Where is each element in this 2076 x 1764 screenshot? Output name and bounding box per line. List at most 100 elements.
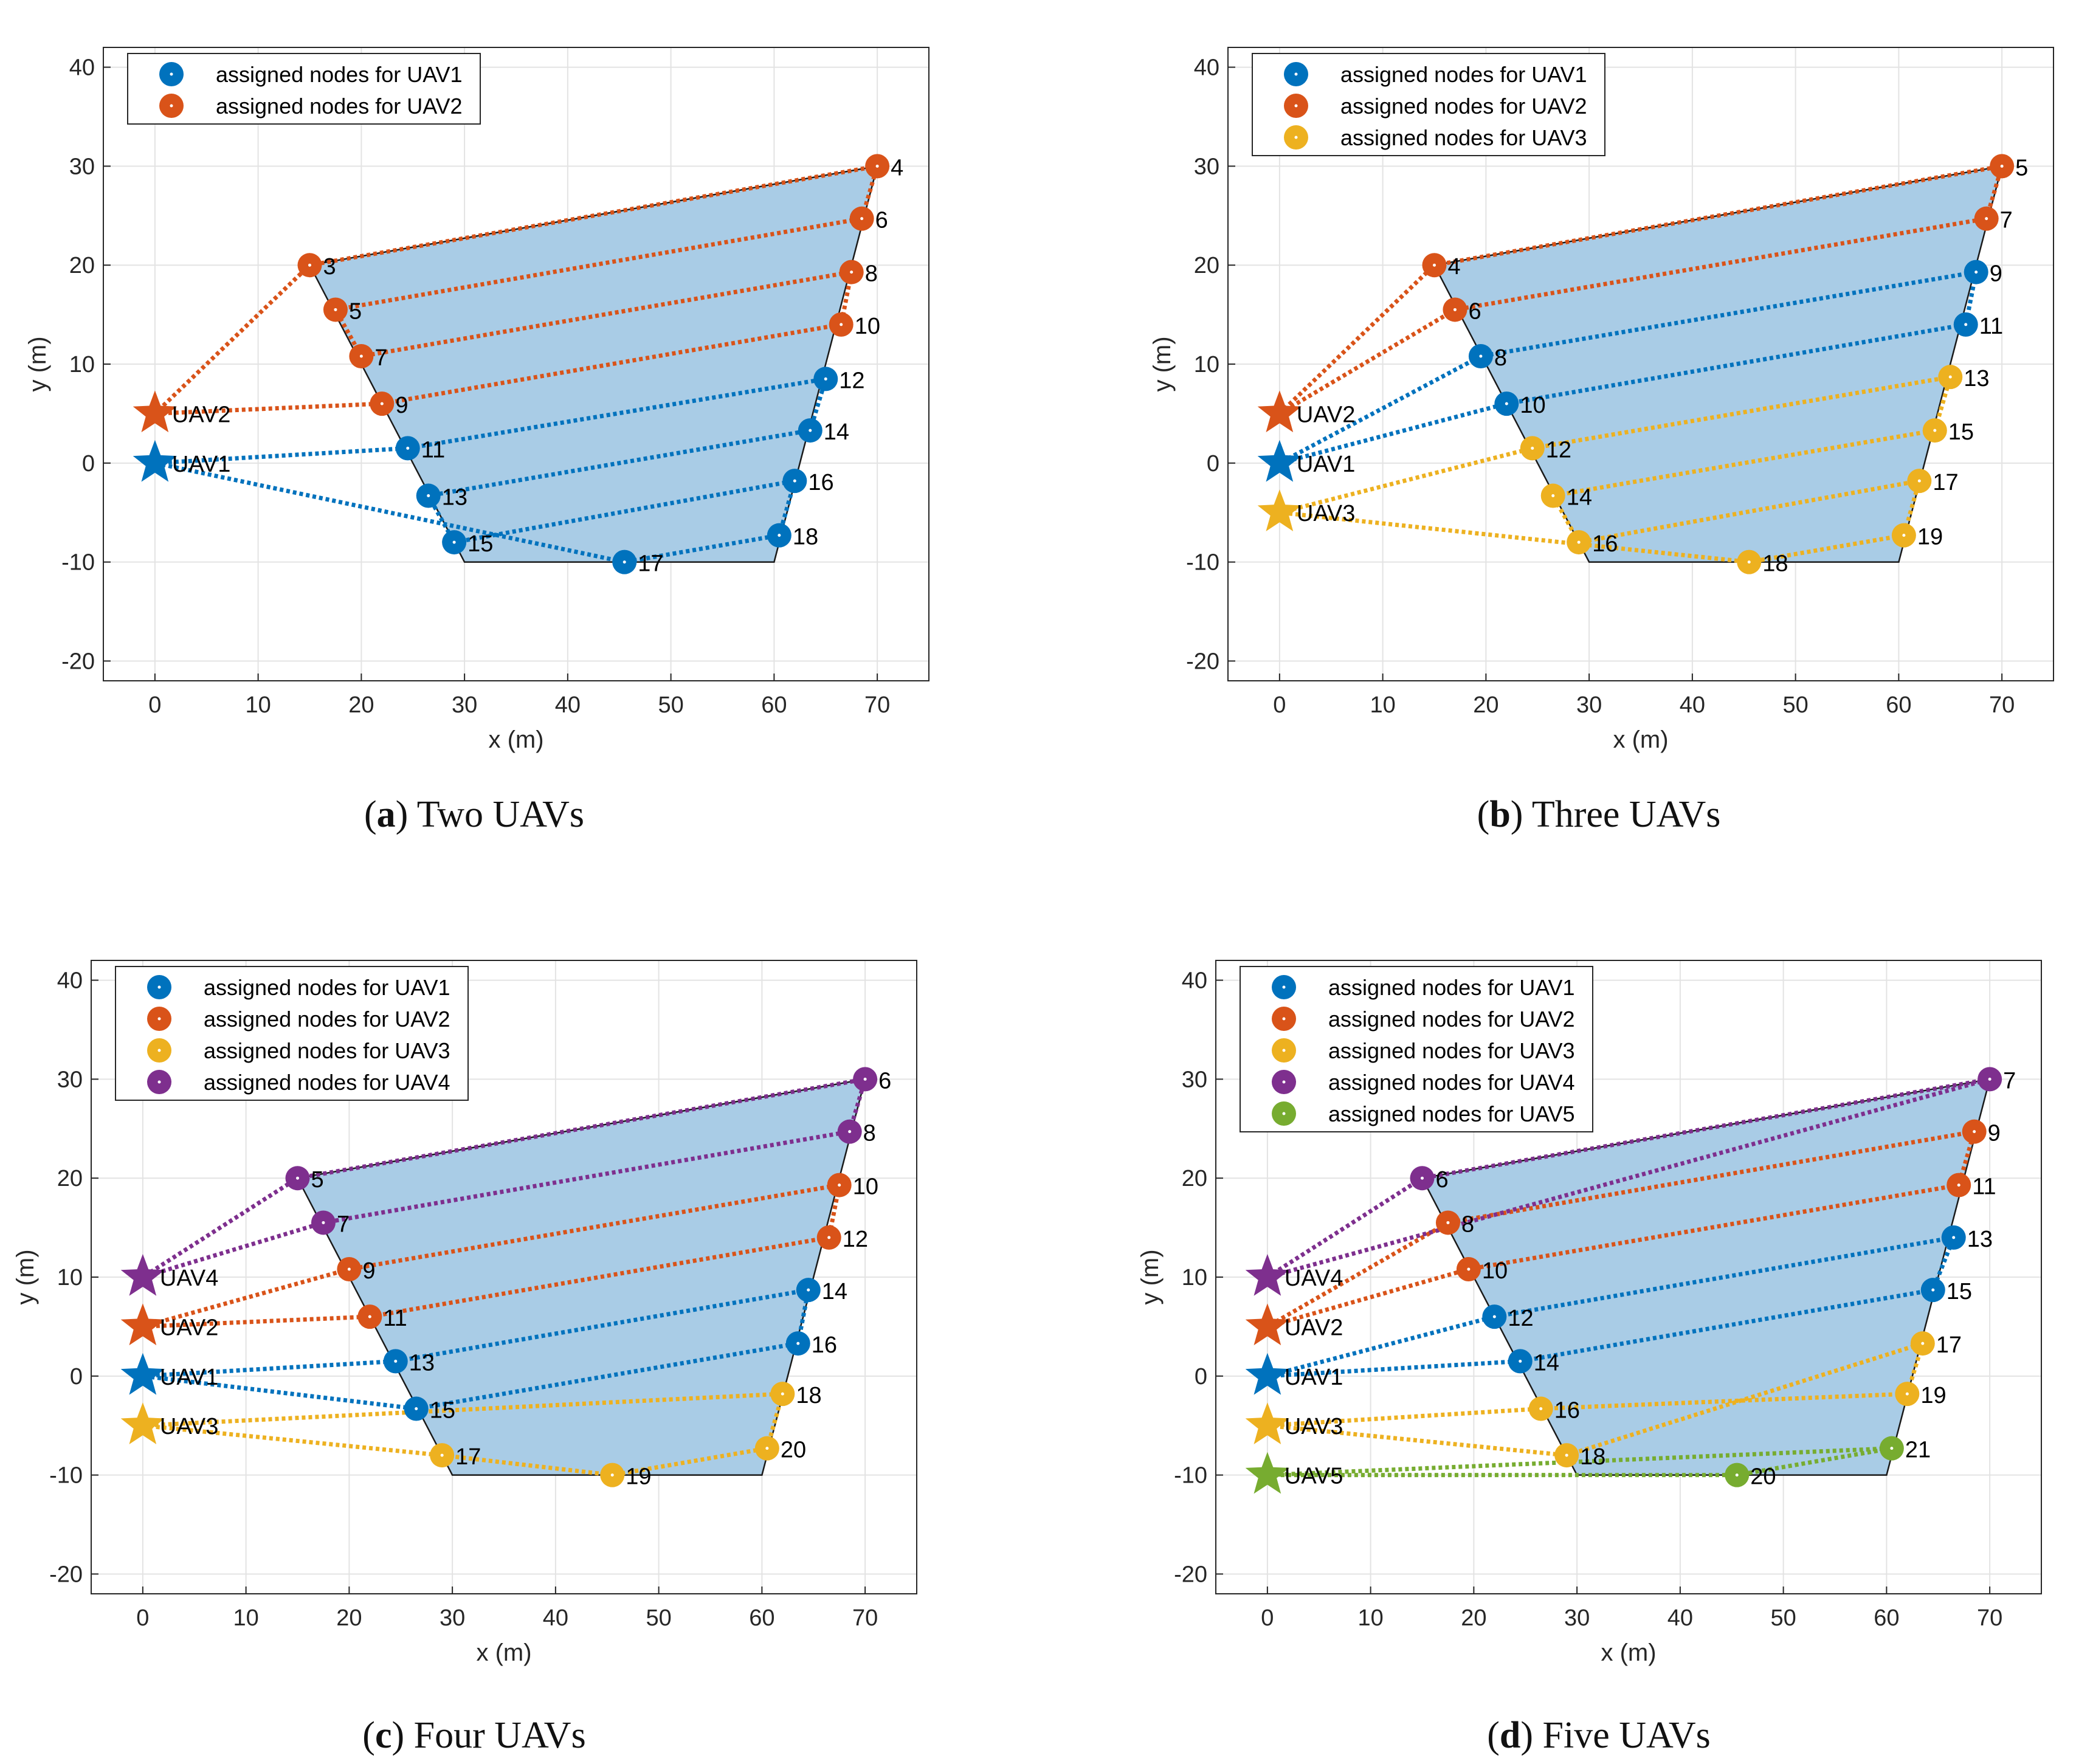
chart-a-xtick-label: 40	[555, 692, 581, 718]
chart-b-xlabel: x (m)	[1613, 726, 1668, 753]
chart-b-node-center-11	[1964, 323, 1968, 326]
chart-d-route-uav1	[1267, 1235, 1957, 1379]
chart-b-node-label-15: 15	[1948, 419, 1974, 445]
chart-b-node-label-19: 19	[1917, 525, 1943, 550]
chart-b-node-label-4: 4	[1448, 254, 1461, 280]
chart-a-legend-marker-center	[170, 104, 173, 108]
chart-d-node-label-19: 19	[1920, 1383, 1946, 1408]
chart-c-xtick-label: 50	[646, 1605, 671, 1631]
chart-a-xlabel: x (m)	[488, 726, 543, 753]
chart-d-legend-label: assigned nodes for UAV2	[1328, 1007, 1575, 1032]
panel-c: 13 14 16 15 11 12 10 9 17 19 20 18 7 8 6 5 UAV4 UAV2 UAV1 U…	[0, 924, 948, 1764]
chart-a-xtick-label: 50	[658, 692, 683, 718]
chart-a-node-center-6	[860, 217, 864, 221]
chart-d-ytick-label: 30	[1182, 1067, 1207, 1092]
chart-b-legend-marker-center	[1294, 136, 1298, 139]
chart-c: 13 14 16 15 11 12 10 9 17 19 20 18 7 8 6 5 UAV4 UAV2 UAV1 U…	[12, 960, 917, 1666]
chart-a-node-label-11: 11	[421, 437, 445, 463]
chart-c-uav-label-uav2: UAV2	[160, 1315, 218, 1340]
chart-a-node-label-9: 9	[395, 393, 408, 418]
chart-a-node-label-4: 4	[891, 155, 903, 181]
chart-c-xtick-label: 40	[543, 1605, 568, 1631]
chart-b-node-center-6	[1453, 308, 1457, 311]
chart-d-node-label-8: 8	[1461, 1211, 1474, 1237]
chart-a-ytick-label: 40	[69, 55, 95, 81]
chart-c-node-label-20: 20	[781, 1438, 806, 1463]
chart-a-node-label-7: 7	[374, 345, 387, 371]
chart-d-node-label-12: 12	[1508, 1306, 1533, 1331]
chart-a-uav-label-uav1: UAV1	[172, 452, 230, 477]
chart-b-ytick-label: 40	[1194, 55, 1219, 81]
chart-b-uav-label-uav1: UAV1	[1297, 452, 1355, 477]
chart-a-node-label-3: 3	[323, 254, 336, 280]
chart-b-node-label-6: 6	[1468, 298, 1481, 324]
chart-d-node-center-17	[1921, 1342, 1925, 1345]
chart-c-node-center-14	[807, 1288, 810, 1292]
chart-a-node-label-15: 15	[467, 531, 493, 557]
chart-b-node-center-8	[1479, 354, 1483, 358]
chart-d-ytick-label: 10	[1182, 1265, 1207, 1290]
chart-a-ytick-label: -20	[61, 649, 95, 674]
chart-a-node-center-16	[793, 479, 796, 483]
chart-a-node-center-4	[875, 164, 879, 168]
chart-d-ytick-label: -10	[1174, 1463, 1207, 1489]
chart-c-ytick-label: 20	[57, 1166, 83, 1191]
chart-d-node-label-14: 14	[1534, 1350, 1559, 1376]
chart-c-uav-star-uav2	[120, 1303, 165, 1346]
chart-a-ytick-label: 20	[69, 253, 95, 278]
chart-c-uav-star-uav4	[120, 1254, 165, 1296]
chart-d-legend-marker-center	[1282, 1017, 1286, 1021]
chart-c-xtick-label: 60	[749, 1605, 774, 1631]
chart-c-legend-marker-center	[157, 1049, 161, 1052]
chart-b-node-center-19	[1902, 534, 1906, 537]
chart-a-uav-star-uav1	[133, 439, 177, 482]
chart-d-node-label-6: 6	[1436, 1167, 1449, 1193]
chart-d-legend-label: assigned nodes for UAV1	[1328, 975, 1575, 1000]
chart-c-xtick-label: 0	[136, 1605, 149, 1631]
chart-a-node-center-10	[840, 323, 843, 326]
chart-d-uav-star-uav3	[1245, 1402, 1289, 1444]
chart-d: 1415131210119816191718672021UAV4UAV2UAV1…	[1137, 960, 2042, 1666]
chart-b-node-label-9: 9	[1990, 261, 2002, 287]
chart-c-node-center-6	[863, 1077, 867, 1081]
chart-b-node-label-8: 8	[1494, 345, 1507, 371]
panel-d: 14 15 13 12 10 11 9 8 16 19 17 18 6 7 20 21 UAV4 UAV2 UAV1…	[1125, 924, 2073, 1764]
chart-d-xlabel: x (m)	[1601, 1639, 1656, 1666]
chart-b-ytick-label: -20	[1186, 649, 1219, 674]
chart-d-uav-label-uav4: UAV4	[1285, 1266, 1343, 1291]
chart-c-legend-label: assigned nodes for UAV3	[204, 1038, 450, 1063]
chart-a-node-label-17: 17	[638, 551, 663, 577]
chart-a-xtick-label: 20	[348, 692, 374, 718]
chart-d-node-center-11	[1957, 1183, 1960, 1187]
chart-d-node-center-8	[1446, 1221, 1450, 1224]
chart-c-node-center-15	[415, 1407, 418, 1411]
chart-a-node-center-5	[334, 308, 337, 311]
chart-a-node-center-7	[359, 354, 363, 358]
chart-a-legend-box	[127, 53, 481, 125]
chart-b-legend-box	[1252, 53, 1605, 156]
chart-c-ytick-label: 30	[57, 1067, 83, 1092]
chart-d-uav-star-uav4	[1245, 1254, 1289, 1296]
chart-b-node-label-17: 17	[1933, 470, 1958, 495]
chart-d-node-center-7	[1988, 1077, 1992, 1081]
chart-d-node-center-15	[1931, 1288, 1935, 1292]
chart-b-xtick-label: 20	[1473, 692, 1498, 718]
chart-d-xtick-label: 20	[1461, 1605, 1486, 1631]
chart-d-legend-marker-center	[1282, 985, 1286, 989]
chart-c-node-label-19: 19	[626, 1464, 651, 1490]
chart-b-legend-marker-center	[1294, 72, 1298, 76]
chart-a-uav-star-uav2	[133, 390, 177, 433]
chart-b-node-label-13: 13	[1964, 366, 1989, 391]
chart-c-ytick-label: 40	[57, 968, 83, 994]
chart-b-ytick-label: -10	[1186, 550, 1219, 576]
chart-c-node-center-8	[848, 1130, 852, 1134]
caption-c: (c) Four UAVs	[362, 1715, 586, 1756]
chart-d-legend-marker-center	[1282, 1049, 1286, 1052]
chart-d-node-center-13	[1952, 1236, 1956, 1239]
chart-d-route-uav3	[1267, 1340, 1926, 1458]
chart-b-node-center-15	[1933, 429, 1937, 432]
chart-d-node-center-9	[1973, 1130, 1976, 1134]
chart-a-node-label-10: 10	[855, 314, 880, 339]
chart-b-xtick-label: 10	[1370, 692, 1395, 718]
chart-c-xlabel: x (m)	[476, 1639, 531, 1666]
